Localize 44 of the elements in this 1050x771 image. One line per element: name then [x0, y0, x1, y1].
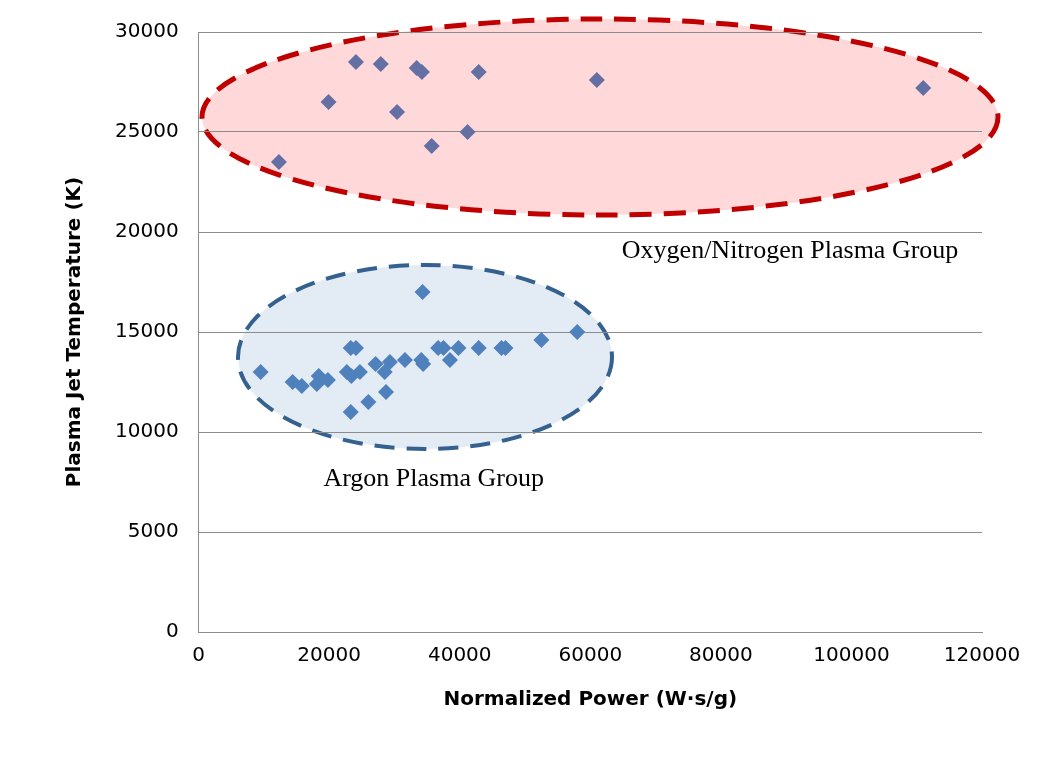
y-tick-label: 0 [165, 618, 179, 643]
point [367, 356, 384, 372]
point [320, 94, 337, 110]
point [588, 72, 605, 88]
point [270, 154, 287, 170]
x-tick-label: 20000 [297, 642, 361, 667]
y-tick-label: 30000 [115, 18, 179, 43]
point [396, 352, 413, 368]
point [377, 384, 394, 400]
y-tick-label: 5000 [127, 518, 179, 543]
x-tick-label: 100000 [813, 642, 890, 667]
x-tick-label: 40000 [427, 642, 492, 667]
point [470, 64, 487, 80]
point [470, 340, 487, 356]
point [347, 54, 364, 70]
point [293, 378, 310, 394]
y-tick-label: 10000 [115, 418, 179, 443]
annotation: Argon Plasma Group [323, 462, 544, 492]
point [342, 404, 359, 420]
point [389, 104, 406, 120]
point [376, 364, 393, 380]
point [381, 354, 398, 370]
y-tick-label: 25000 [115, 118, 179, 143]
x-tick-label: 60000 [558, 642, 623, 667]
y-axis-title: Plasma Jet Temperature (K) [61, 176, 86, 488]
x-tick-label: 0 [192, 642, 205, 667]
point [915, 80, 932, 96]
point [441, 352, 458, 368]
point [423, 138, 440, 154]
point [533, 332, 550, 348]
x-axis-title: Normalized Power (W·s/g) [443, 686, 738, 711]
point [459, 124, 476, 140]
point [372, 56, 389, 72]
point [343, 368, 360, 384]
point [450, 340, 467, 356]
annotation: Oxygen/Nitrogen Plasma Group [621, 234, 959, 264]
x-tick-label: 80000 [689, 642, 753, 667]
y-tick-label: 15000 [115, 318, 179, 343]
point [360, 394, 377, 410]
y-tick-label: 20000 [115, 218, 179, 243]
x-tick-label: 120000 [943, 642, 1021, 667]
point [569, 324, 586, 340]
point [414, 284, 431, 300]
point [252, 364, 269, 380]
